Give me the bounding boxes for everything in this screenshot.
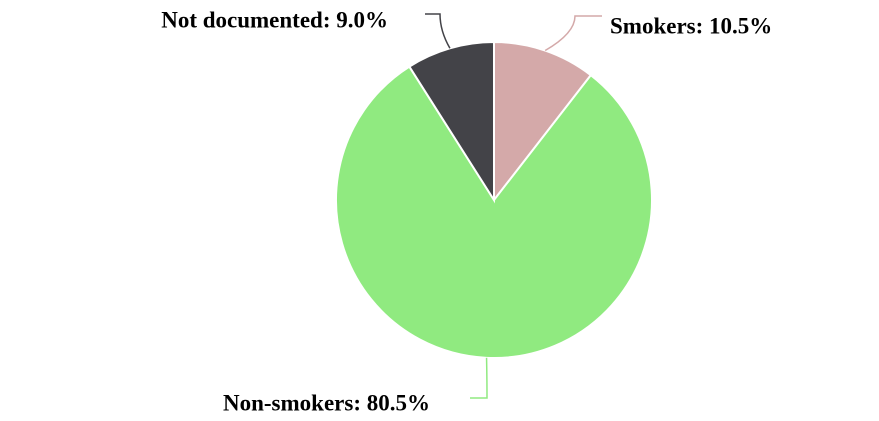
label-connector [544, 15, 602, 52]
data-label: Smokers: 10.5% [610, 13, 772, 38]
label-connector [425, 13, 451, 49]
pie-slice [407, 40, 495, 204]
data-label: Non-smokers: 80.5% [223, 390, 430, 415]
data-label: Not documented: 9.0% [161, 7, 388, 32]
pie-slice [335, 65, 653, 359]
pie-slice [493, 40, 593, 203]
label-connector [470, 357, 488, 399]
